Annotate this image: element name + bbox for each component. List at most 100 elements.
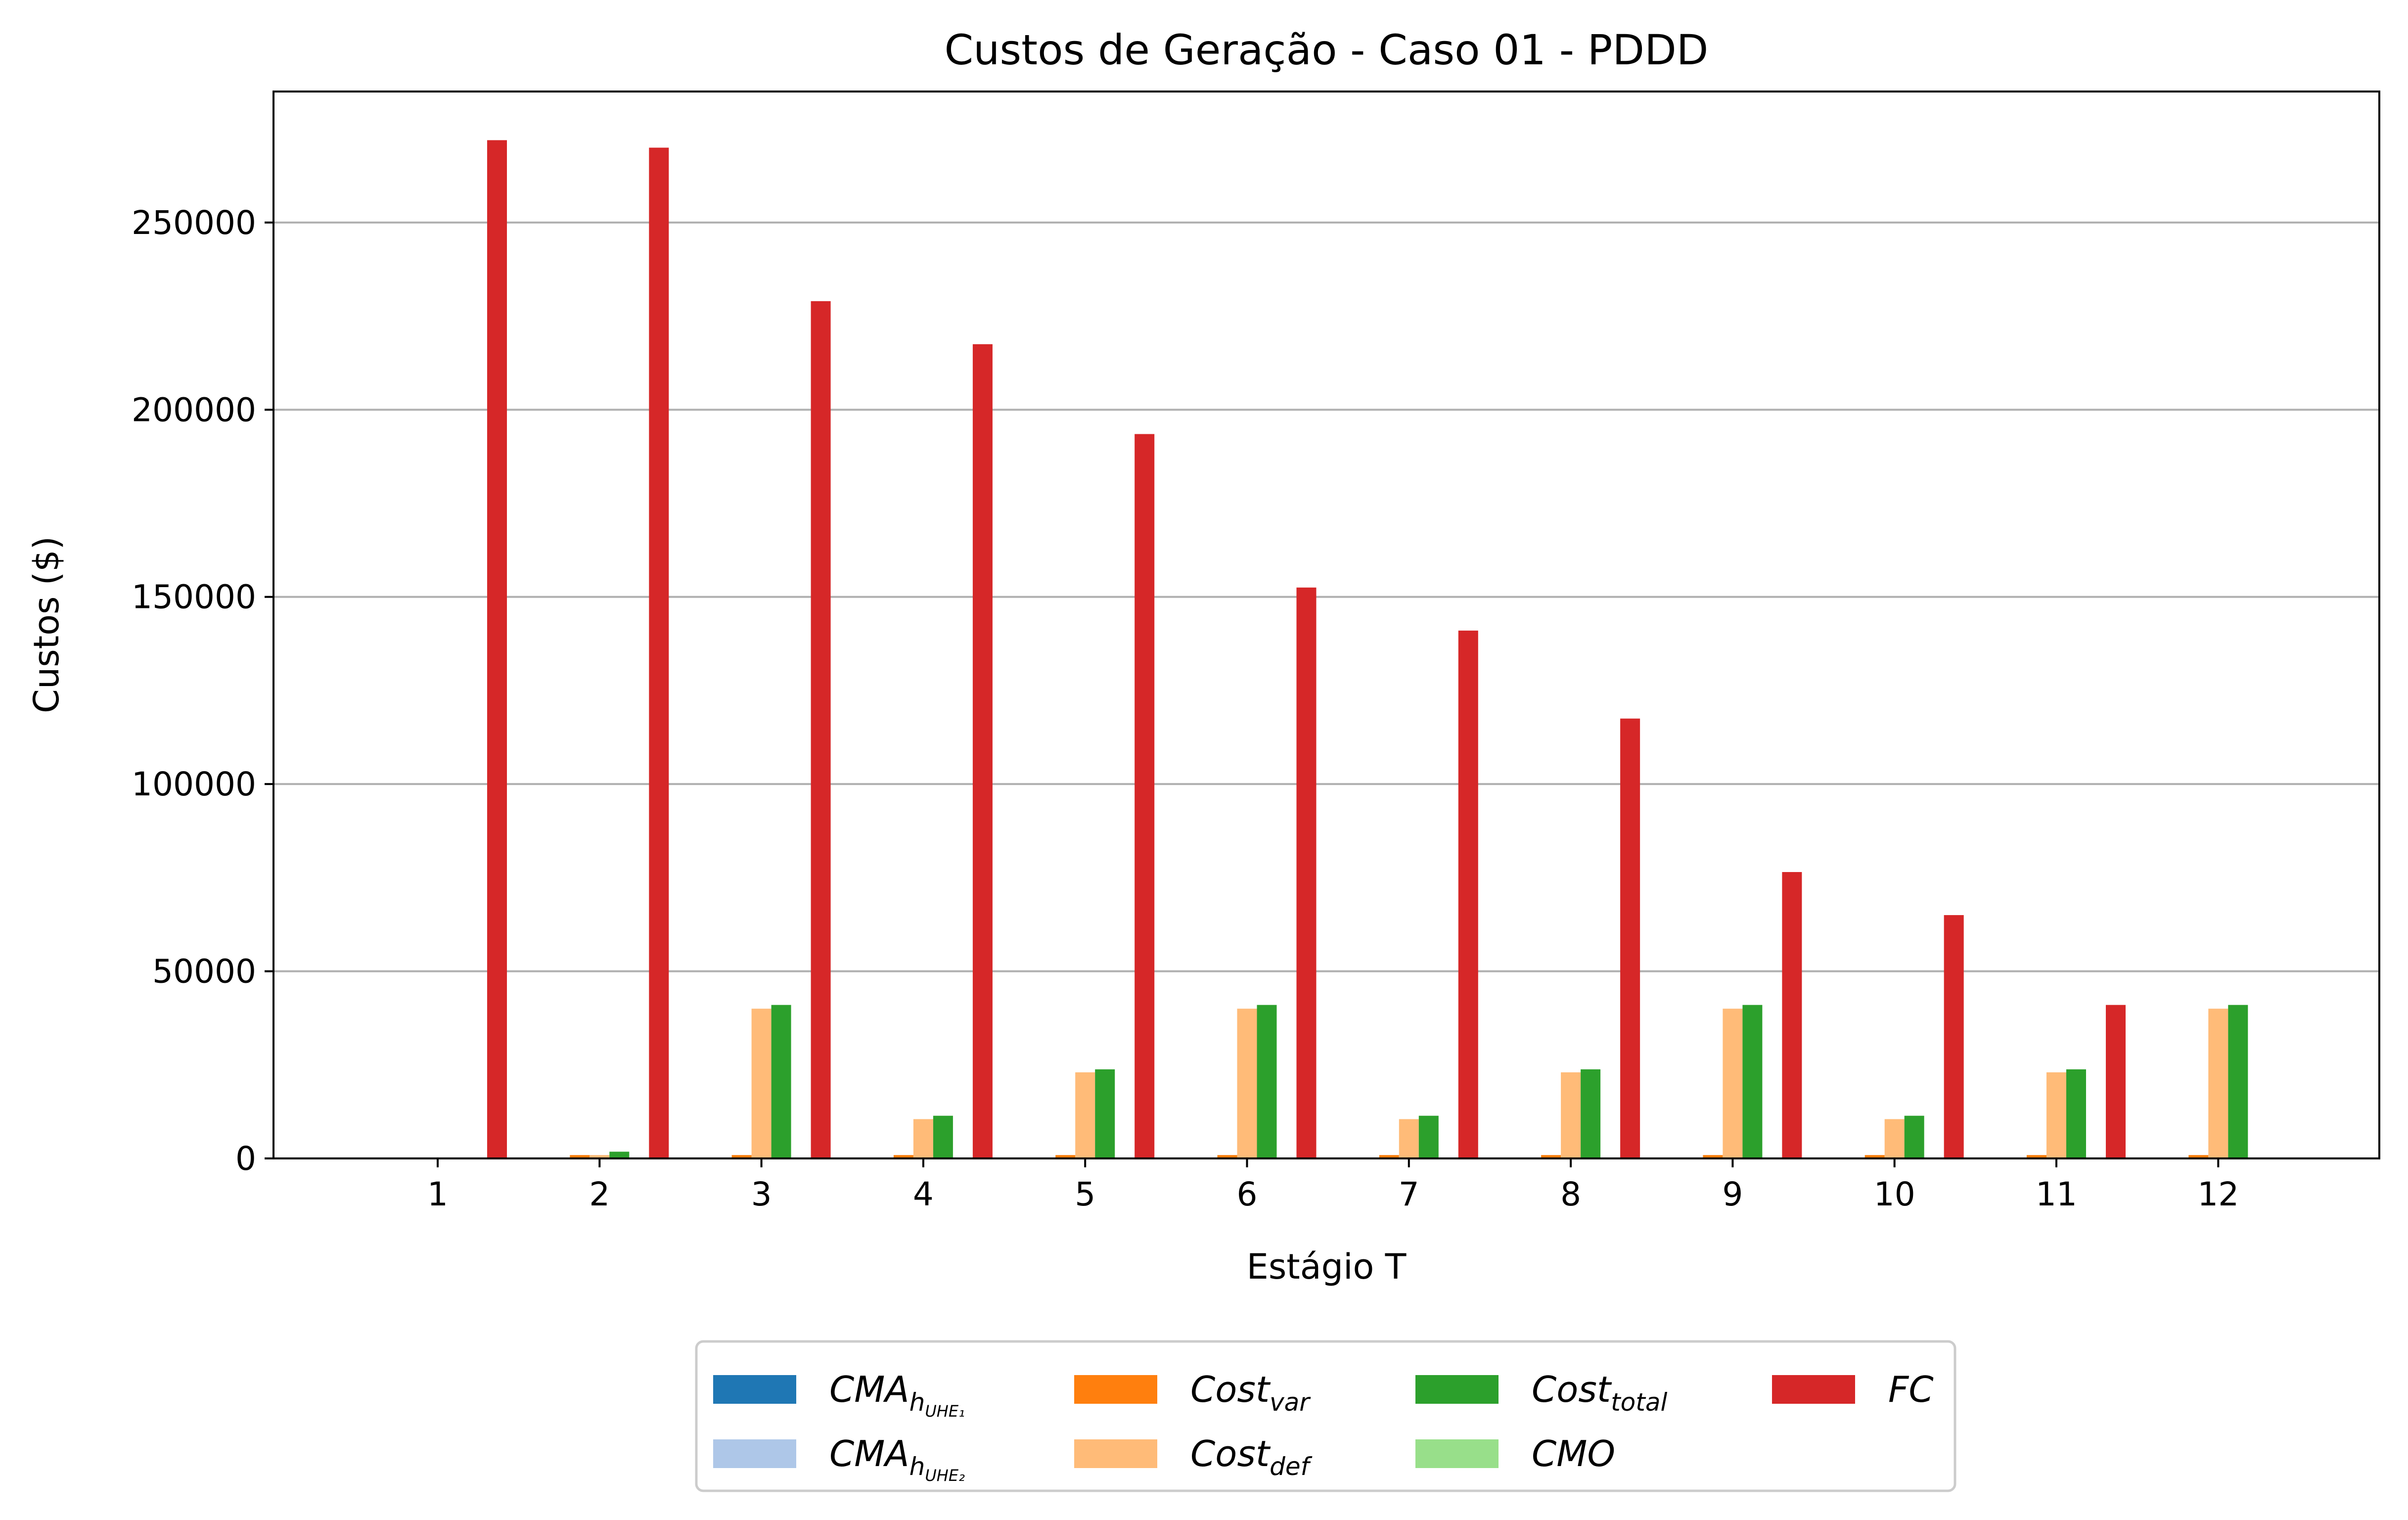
bar bbox=[913, 1119, 933, 1158]
x-tick-label: 4 bbox=[913, 1175, 934, 1213]
legend-frame bbox=[695, 1340, 1956, 1492]
bar bbox=[1296, 587, 1317, 1158]
x-tick-label: 2 bbox=[589, 1175, 610, 1213]
y-axis-ticks: 0 50000 100000 150000 200000 250000 bbox=[132, 204, 273, 1178]
legend-label-subscript: h bbox=[909, 1452, 925, 1481]
bar bbox=[2208, 1009, 2228, 1158]
y-tick-label: 100000 bbox=[132, 765, 256, 803]
legend-swatch bbox=[1074, 1375, 1157, 1404]
legend-label: CMAhUHE₂ bbox=[829, 1433, 965, 1485]
x-tick-label: 3 bbox=[751, 1175, 772, 1213]
legend-label-main: Cost bbox=[1532, 1369, 1612, 1410]
bar bbox=[649, 147, 669, 1158]
bar bbox=[1782, 872, 1802, 1158]
x-tick-label: 10 bbox=[1874, 1175, 1915, 1213]
bar bbox=[609, 1152, 630, 1158]
bar bbox=[1944, 915, 1964, 1158]
y-gridlines bbox=[273, 221, 2379, 972]
legend-label-subscript: total bbox=[1611, 1388, 1667, 1417]
bar bbox=[1541, 1155, 1561, 1158]
legend-label: CMO bbox=[1532, 1433, 1615, 1474]
x-tick-label: 8 bbox=[1560, 1175, 1581, 1213]
x-tick-label: 11 bbox=[2036, 1175, 2077, 1213]
bar bbox=[1884, 1119, 1905, 1158]
bar bbox=[1237, 1009, 1257, 1158]
bar bbox=[1458, 630, 1478, 1158]
bar bbox=[751, 1009, 772, 1158]
bar bbox=[2046, 1072, 2066, 1158]
y-axis-label: Custos ($) bbox=[26, 536, 67, 713]
bar bbox=[2228, 1005, 2248, 1158]
bar bbox=[1095, 1069, 1115, 1158]
bar bbox=[811, 301, 831, 1159]
legend-label: Costdef bbox=[1190, 1433, 1313, 1481]
legend-label: CMAhUHE₁ bbox=[829, 1369, 965, 1421]
bar bbox=[933, 1115, 953, 1158]
legend-label: FC bbox=[1888, 1369, 1934, 1410]
x-tick-label: 1 bbox=[427, 1175, 448, 1213]
bar bbox=[731, 1155, 752, 1158]
bar bbox=[1075, 1072, 1095, 1158]
y-tick-label: 200000 bbox=[132, 391, 256, 429]
bar bbox=[1379, 1155, 1399, 1158]
legend-label-main: Cost bbox=[1190, 1433, 1271, 1474]
legend-label-main: CMO bbox=[1532, 1433, 1615, 1474]
x-tick-label: 6 bbox=[1237, 1175, 1258, 1213]
bar bbox=[1257, 1005, 1277, 1158]
bar bbox=[2066, 1069, 2086, 1158]
bar bbox=[1418, 1115, 1439, 1158]
legend-label-subscript: def bbox=[1270, 1452, 1313, 1481]
y-tick-label: 0 bbox=[235, 1140, 256, 1178]
bar bbox=[1742, 1005, 1763, 1158]
bar bbox=[590, 1155, 610, 1158]
legend: CMAhUHE₁CMAhUHE₂CostvarCostdefCosttotalC… bbox=[695, 1340, 1956, 1492]
x-tick-label: 9 bbox=[1722, 1175, 1743, 1213]
legend-label: Costtotal bbox=[1532, 1369, 1668, 1417]
y-tick-label: 250000 bbox=[132, 204, 256, 242]
x-tick-label: 12 bbox=[2197, 1175, 2239, 1213]
bar bbox=[893, 1155, 913, 1158]
legend-swatch bbox=[1415, 1439, 1499, 1468]
chart-title: Custos de Geração - Caso 01 - PDDD bbox=[945, 26, 1709, 74]
bar bbox=[1055, 1155, 1076, 1158]
bar bbox=[1620, 718, 1640, 1158]
bar bbox=[1723, 1009, 1743, 1158]
legend-swatch bbox=[713, 1375, 796, 1404]
bar bbox=[570, 1155, 590, 1158]
legend-label-main: CMA bbox=[829, 1369, 909, 1410]
legend-swatch bbox=[1415, 1375, 1499, 1404]
bar bbox=[2027, 1155, 2046, 1158]
bar bbox=[1399, 1119, 1419, 1158]
x-tick-label: 7 bbox=[1399, 1175, 1419, 1213]
y-tick-label: 50000 bbox=[152, 953, 256, 991]
y-tick-label: 150000 bbox=[132, 578, 256, 616]
x-axis-ticks: 1 2 3 4 5 6 7 8 9 10 11 12 bbox=[427, 1158, 2239, 1213]
bar bbox=[1217, 1155, 1237, 1158]
bar bbox=[2188, 1155, 2209, 1158]
legend-label-subscript: h bbox=[909, 1388, 925, 1417]
bars bbox=[487, 140, 2248, 1159]
legend-label-main: FC bbox=[1888, 1369, 1934, 1410]
bar bbox=[1904, 1115, 1924, 1158]
bar bbox=[1864, 1155, 1885, 1158]
bar bbox=[2106, 1005, 2126, 1158]
bar bbox=[1581, 1069, 1601, 1158]
bar bbox=[487, 140, 507, 1159]
bar bbox=[972, 344, 993, 1158]
legend-label: Costvar bbox=[1190, 1369, 1311, 1417]
bar bbox=[1703, 1155, 1723, 1158]
legend-swatch bbox=[713, 1439, 796, 1468]
legend-swatch bbox=[1772, 1375, 1855, 1404]
legend-label-subsubscript: UHE₁ bbox=[925, 1402, 965, 1421]
legend-swatch bbox=[1074, 1439, 1157, 1468]
bar bbox=[771, 1005, 791, 1158]
plot-area-frame bbox=[273, 91, 2380, 1159]
bar bbox=[1135, 434, 1155, 1158]
legend-label-subscript: var bbox=[1270, 1388, 1311, 1417]
legend-label-subsubscript: UHE₂ bbox=[925, 1466, 965, 1485]
x-tick-label: 5 bbox=[1075, 1175, 1095, 1213]
bar bbox=[1561, 1072, 1581, 1158]
legend-label-main: Cost bbox=[1190, 1369, 1271, 1410]
